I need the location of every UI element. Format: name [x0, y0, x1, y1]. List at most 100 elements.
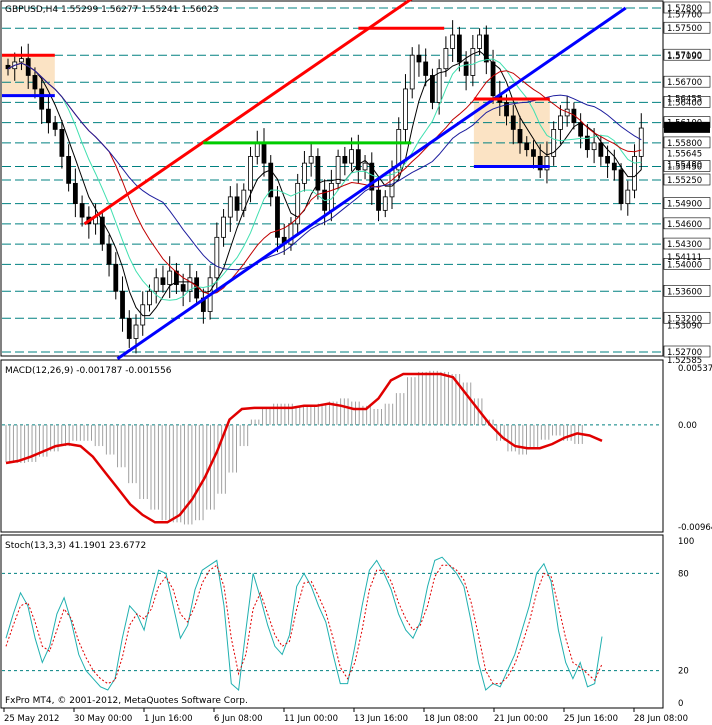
level-label-box-0	[663, 1, 711, 14]
stoch-main-line	[5, 556, 603, 691]
candle-body-24	[167, 270, 173, 285]
candle-body-16	[113, 263, 119, 292]
candle-body-79	[537, 155, 543, 171]
candle-body-90	[611, 162, 617, 171]
candle-body-60	[409, 54, 415, 90]
candle-body-33	[227, 196, 233, 218]
time-tick-2: 1 Jun 16:00	[144, 714, 193, 724]
candle-body-74	[504, 102, 509, 117]
stoch-tick-0: 100	[678, 537, 694, 547]
macd-signal-line	[5, 372, 603, 524]
level-label-3: 1.56700	[667, 78, 702, 88]
candle-body-70	[477, 34, 482, 49]
candle-body-63	[430, 75, 435, 103]
candle-body-4	[32, 75, 38, 90]
price-tick-2: 1.56455	[667, 95, 702, 105]
current-price-label: 1.56023	[667, 124, 702, 134]
candle-body-31	[214, 236, 220, 279]
level-label-box-14	[663, 311, 711, 324]
candle-body-92	[625, 189, 631, 205]
ma-green-line	[7, 58, 642, 301]
candle-body-84	[571, 108, 577, 124]
time-tick-3: 6 Jun 08:00	[214, 714, 263, 724]
candle-body-25	[174, 270, 179, 285]
level-label-6: 1.55800	[667, 139, 702, 149]
trend-line-1	[116, 6, 627, 360]
price-tick-5: 1.55480	[667, 160, 702, 170]
level-label-box-2	[663, 48, 711, 61]
level-label-box-4	[663, 96, 711, 108]
candle-body-27	[187, 277, 193, 292]
macd-panel-title: MACD(12,26,9) -0.001787 -0.001556	[5, 366, 172, 376]
candle-body-54	[369, 162, 375, 191]
price-tick-7: 1.53090	[667, 322, 702, 332]
candle-body-85	[578, 122, 584, 137]
level-label-10: 1.54600	[667, 220, 702, 230]
candle-body-91	[618, 169, 624, 205]
candle-body-87	[591, 142, 597, 151]
level-label-box-15	[663, 345, 711, 358]
level-label-1: 1.57500	[667, 24, 702, 34]
candle-body-55	[376, 189, 381, 211]
candle-body-22	[153, 277, 159, 292]
candle-body-45	[308, 155, 314, 164]
price-tick-6: 1.54111	[667, 253, 702, 263]
candle-body-15	[106, 243, 112, 265]
candle-body-17	[120, 290, 125, 319]
candle-body-19	[133, 324, 139, 339]
price-tick-8: 1.52585	[667, 356, 702, 366]
stoch-panel: 100 80 20 0	[2, 537, 694, 709]
macd-tick-2: -0.00964	[678, 523, 712, 533]
candle-body-6	[46, 108, 51, 124]
candles	[5, 20, 644, 354]
candle-body-36	[248, 155, 253, 191]
candle-body-89	[605, 155, 610, 164]
copyright-text: FxPro MT4, © 2001-2012, MetaQuotes Softw…	[5, 696, 248, 706]
candle-body-49	[335, 155, 341, 184]
candle-body-78	[531, 149, 536, 157]
time-tick-6: 18 Jun 08:00	[424, 714, 478, 724]
stoch-signal-line	[5, 564, 603, 685]
macd-tick-0: 0.00537	[678, 364, 712, 374]
level-label-9: 1.54900	[667, 200, 702, 210]
candle-body-46	[315, 155, 321, 191]
candle-body-68	[463, 61, 469, 76]
candle-body-56	[382, 196, 388, 211]
level-label-15: 1.52700	[667, 348, 702, 358]
candle-body-2	[19, 58, 24, 63]
candle-body-76	[517, 129, 523, 144]
price-tick-1: 1.57090	[667, 52, 702, 62]
level-label-box-1	[663, 21, 711, 34]
level-label-box-11	[663, 237, 711, 250]
time-tick-8: 25 Jun 16:00	[564, 714, 618, 724]
stoch-panel-frame	[0, 534, 664, 709]
candle-body-34	[234, 196, 240, 211]
candle-body-43	[295, 182, 301, 225]
candle-body-67	[456, 34, 462, 63]
candle-body-81	[551, 129, 557, 157]
candle-body-82	[558, 115, 563, 130]
candle-body-51	[349, 149, 354, 164]
level-label-2: 1.57100	[667, 51, 702, 61]
macd-tick-1: 0.00	[678, 421, 697, 431]
price-panel-title: GBPUSD,H4 1.55299 1.56277 1.55241 1.5602…	[5, 5, 219, 15]
time-axis: 25 May 2012 30 May 00:00 1 Jun 16:00 6 Jun …	[3, 708, 688, 724]
time-tick-9: 28 Jun 08:00	[634, 714, 688, 724]
level-label-11: 1.54300	[667, 240, 702, 250]
stoch-tick-2: 20	[678, 667, 689, 677]
stoch-panel-title: Stoch(13,3,3) 41.1901 23.6772	[5, 541, 146, 551]
candle-body-77	[524, 142, 530, 151]
price-tick-4: 1.55645	[667, 149, 702, 159]
candle-body-32	[221, 216, 226, 238]
candle-body-65	[443, 48, 449, 70]
macd-panel: 0.00537 0.00 -0.00964	[2, 364, 712, 533]
candle-body-62	[423, 61, 429, 76]
candle-body-71	[483, 34, 489, 63]
level-label-box-7	[663, 160, 711, 172]
level-label-8: 1.55250	[667, 176, 702, 186]
candle-body-26	[180, 284, 186, 292]
time-tick-5: 13 Jun 16:00	[354, 714, 408, 724]
macd-panel-frame	[0, 359, 664, 533]
candle-body-44	[302, 162, 307, 184]
